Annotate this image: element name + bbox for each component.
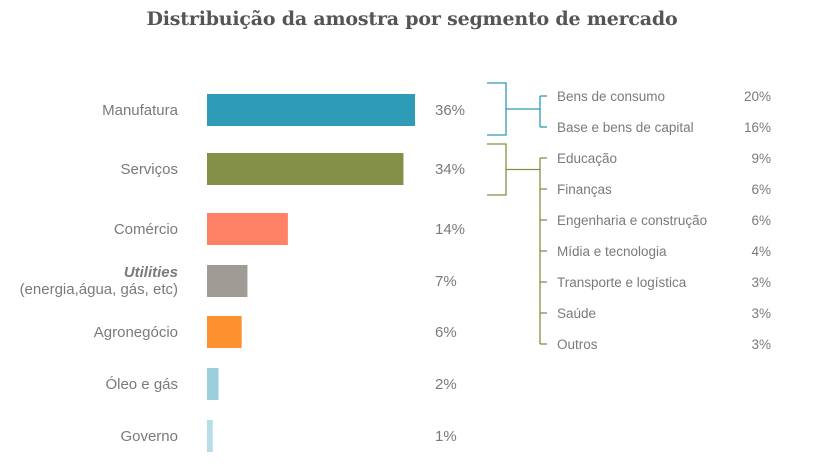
breakdown-item-label: Bens de consumo <box>557 89 665 104</box>
breakdown-item-value: 4% <box>751 244 771 259</box>
category-label: Comércio <box>114 221 178 238</box>
bar-6 <box>207 420 213 452</box>
breakdown-item-value: 3% <box>751 337 771 352</box>
breakdown-item-label: Base e bens de capital <box>557 120 694 135</box>
breakdown-item-label: Mídia e tecnologia <box>557 244 667 259</box>
breakdown-bracket <box>487 143 540 196</box>
value-label: 2% <box>435 376 457 393</box>
category-label: Óleo e gás <box>105 376 178 393</box>
breakdown-bracket <box>487 82 540 136</box>
breakdown-item-value: 3% <box>751 275 771 290</box>
breakdown-item-label: Educação <box>557 151 617 166</box>
chart-title: Distribuição da amostra por segmento de … <box>146 8 678 30</box>
category-label: Governo <box>120 428 178 445</box>
bar-2 <box>207 213 288 245</box>
breakdown-item-label: Finanças <box>557 182 612 197</box>
bar-1 <box>207 153 404 185</box>
breakdown-item-label: Saúde <box>557 306 596 321</box>
breakdown-item-value: 16% <box>744 120 771 135</box>
breakdown-item-value: 9% <box>751 151 771 166</box>
category-sublabel: (energia,água, gás, etc) <box>20 281 178 298</box>
breakdown-item-value: 20% <box>744 89 771 104</box>
category-label: Manufatura <box>102 102 179 119</box>
breakdown-item-value: 6% <box>751 213 771 228</box>
breakdown-item-label: Outros <box>557 337 598 352</box>
bar-3 <box>207 265 248 297</box>
category-label: Serviços <box>120 161 178 178</box>
value-label: 14% <box>435 221 465 238</box>
value-label: 6% <box>435 324 457 341</box>
value-label: 1% <box>435 428 457 445</box>
value-label: 36% <box>435 102 465 119</box>
breakdown-item-label: Transporte e logística <box>557 275 687 290</box>
value-label: 7% <box>435 273 457 290</box>
category-label: Utilities <box>124 264 178 281</box>
breakdown-item-label: Engenharia e construção <box>557 213 707 228</box>
breakdown-item-value: 6% <box>751 182 771 197</box>
breakdown-item-value: 3% <box>751 306 771 321</box>
category-label: Agronegócio <box>94 324 178 341</box>
bar-0 <box>207 94 415 126</box>
bar-5 <box>207 368 219 400</box>
value-label: 34% <box>435 161 465 178</box>
bar-4 <box>207 316 242 348</box>
